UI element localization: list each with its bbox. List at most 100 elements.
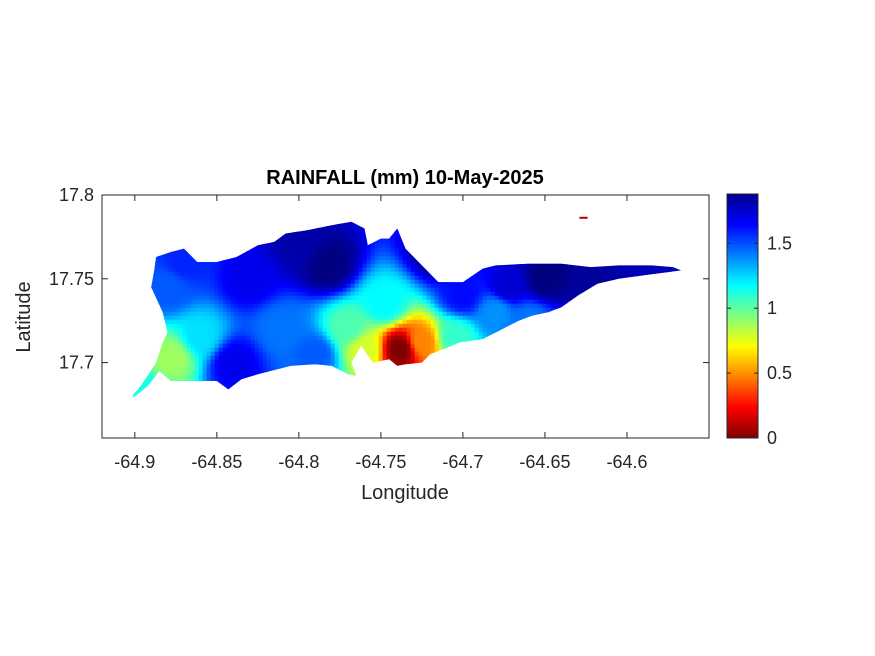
heatmap-cell xyxy=(470,323,476,329)
heatmap-cell xyxy=(334,295,340,301)
heatmap-cell xyxy=(530,283,536,289)
heatmap-cell xyxy=(266,339,272,345)
heatmap-cell xyxy=(242,323,248,329)
heatmap-cell xyxy=(366,287,372,293)
heatmap-cell xyxy=(322,315,328,321)
heatmap-cell xyxy=(478,323,484,329)
heatmap-cell xyxy=(298,307,304,313)
heatmap-cell xyxy=(466,323,472,329)
heatmap-cell xyxy=(202,375,208,381)
heatmap-cell xyxy=(522,267,528,273)
heatmap-cell xyxy=(326,327,332,333)
heatmap-cell xyxy=(178,347,184,353)
heatmap-cell xyxy=(254,303,260,309)
heatmap-cell xyxy=(338,263,344,269)
heatmap-cell xyxy=(362,247,368,253)
heatmap-cell xyxy=(158,299,164,305)
heatmap-cell xyxy=(362,311,368,317)
heatmap-cell xyxy=(474,287,480,293)
heatmap-cell xyxy=(458,299,464,305)
heatmap-cell xyxy=(390,291,396,297)
heatmap-cell xyxy=(318,271,324,277)
heatmap-cell xyxy=(310,255,316,261)
heatmap-cell xyxy=(294,275,300,281)
heatmap-cell xyxy=(246,303,252,309)
heatmap-cell xyxy=(238,255,244,261)
heatmap-cell xyxy=(294,271,300,277)
heatmap-cell xyxy=(494,271,500,277)
heatmap-cell xyxy=(210,327,216,333)
heatmap-cell xyxy=(302,315,308,321)
heatmap-cell xyxy=(366,267,372,273)
heatmap-cell xyxy=(518,303,524,309)
heatmap-cell xyxy=(230,327,236,333)
heatmap-cell xyxy=(194,363,200,369)
heatmap-cell xyxy=(222,311,228,317)
heatmap-cell xyxy=(530,287,536,293)
heatmap-cell xyxy=(382,259,388,265)
heatmap-cell xyxy=(294,287,300,293)
heatmap-cell xyxy=(406,259,412,265)
heatmap-cell xyxy=(330,303,336,309)
heatmap-cell xyxy=(142,383,148,389)
heatmap-cell xyxy=(442,319,448,325)
heatmap-cell xyxy=(158,267,164,273)
heatmap-cell xyxy=(250,351,256,357)
heatmap-cell xyxy=(290,271,296,277)
heatmap-cell xyxy=(246,291,252,297)
heatmap-cell xyxy=(342,291,348,297)
heatmap-cell xyxy=(282,311,288,317)
heatmap-cell xyxy=(342,251,348,257)
heatmap-cell xyxy=(426,271,432,277)
heatmap-cell xyxy=(350,331,356,337)
heatmap-cell xyxy=(394,239,400,245)
heatmap-cell xyxy=(298,267,304,273)
heatmap-cell xyxy=(458,287,464,293)
heatmap-cell xyxy=(242,331,248,337)
heatmap-cell xyxy=(290,283,296,289)
heatmap-cell xyxy=(178,323,184,329)
heatmap-cell xyxy=(194,371,200,377)
heatmap-cell xyxy=(498,283,504,289)
heatmap-cell xyxy=(230,339,236,345)
heatmap-cell xyxy=(358,331,364,337)
heatmap-cell xyxy=(294,231,300,237)
heatmap-cell xyxy=(254,311,260,317)
heatmap-cell xyxy=(242,347,248,353)
heatmap-cell xyxy=(210,295,216,301)
heatmap-cell xyxy=(214,367,220,373)
heatmap-cell xyxy=(186,363,192,369)
heatmap-cell xyxy=(242,255,248,261)
heatmap-cell xyxy=(374,267,380,273)
heatmap-cell xyxy=(238,347,244,353)
heatmap-cell xyxy=(314,227,320,233)
heatmap-cell xyxy=(526,283,532,289)
heatmap-cell xyxy=(206,371,212,377)
heatmap-cell xyxy=(298,347,304,353)
heatmap-cell xyxy=(206,367,212,373)
heatmap-cell xyxy=(274,331,280,337)
heatmap-cell xyxy=(270,323,276,329)
heatmap-cell xyxy=(242,335,248,341)
heatmap-cell xyxy=(230,275,236,281)
heatmap-cell xyxy=(522,303,528,309)
heatmap-cell xyxy=(486,327,492,333)
heatmap-cell xyxy=(390,287,396,293)
heatmap-cell xyxy=(370,243,376,249)
heatmap-cell xyxy=(450,327,456,333)
heatmap-cell xyxy=(178,363,184,369)
heatmap-cell xyxy=(378,339,384,345)
heatmap-cell xyxy=(282,319,288,325)
heatmap-cell xyxy=(242,375,248,381)
heatmap-cell xyxy=(378,295,384,301)
heatmap-cell xyxy=(310,343,316,349)
heatmap-cell xyxy=(246,339,252,345)
heatmap-cell xyxy=(394,283,400,289)
heatmap-cell xyxy=(226,371,232,377)
heatmap-cell xyxy=(194,355,200,361)
heatmap-cell xyxy=(382,351,388,357)
heatmap-cell xyxy=(370,279,376,285)
heatmap-cell xyxy=(170,367,176,373)
heatmap-cell xyxy=(358,315,364,321)
heatmap-cell xyxy=(350,339,356,345)
